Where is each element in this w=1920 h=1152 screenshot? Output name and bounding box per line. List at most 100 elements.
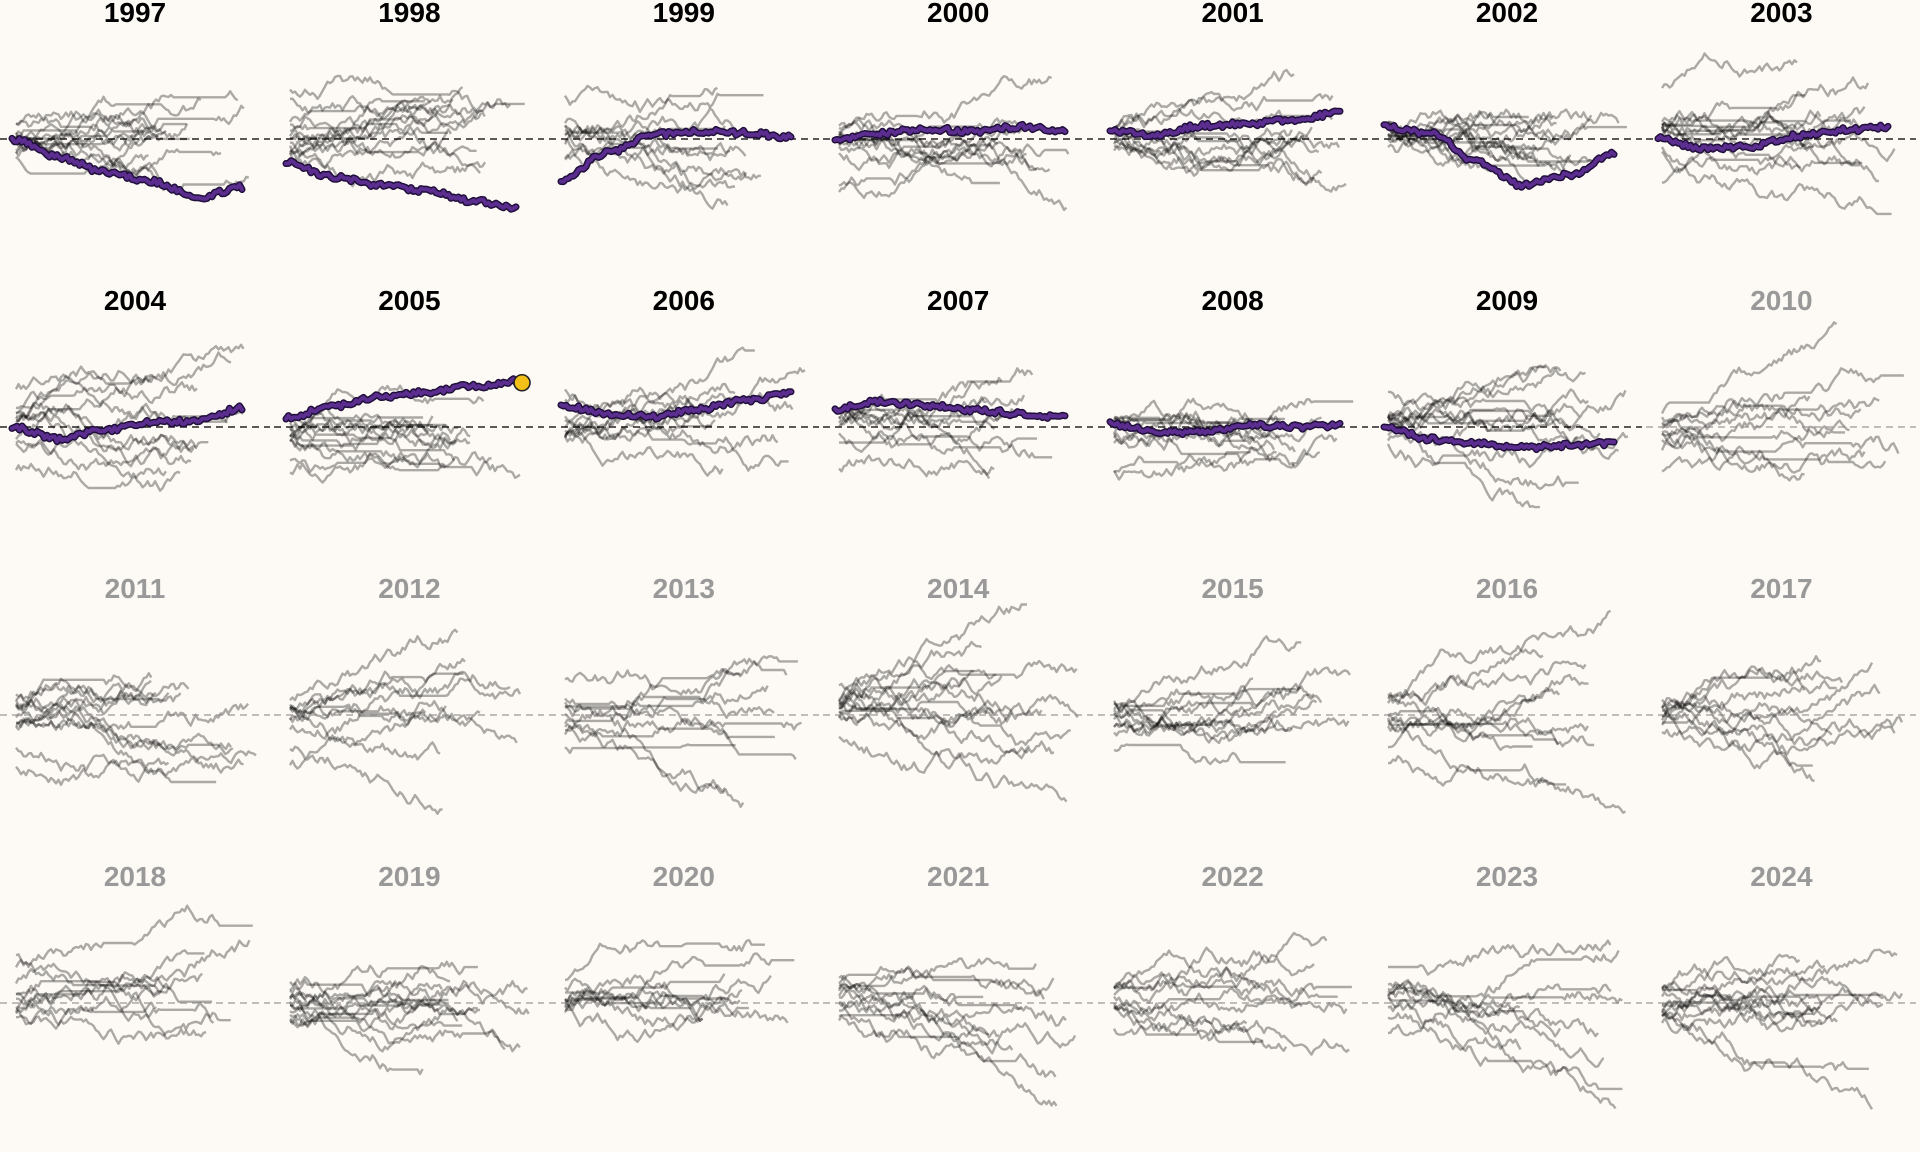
series-trace — [838, 705, 994, 728]
panel-title: 2022 — [1201, 861, 1264, 892]
series-trace — [563, 668, 742, 725]
series-trace — [838, 985, 1000, 1039]
panel-plot — [548, 84, 819, 210]
panel-plot — [548, 346, 819, 477]
series-trace — [838, 668, 997, 711]
series-trace — [1661, 321, 1838, 415]
series-trace — [15, 129, 154, 146]
series-trace — [1386, 124, 1566, 173]
year-panel: 2012 — [274, 574, 545, 844]
highlight-series — [10, 136, 244, 201]
panel-plot — [274, 628, 545, 815]
series-trace — [15, 709, 232, 751]
year-panel: 2023 — [1372, 862, 1642, 1132]
series-trace — [1386, 693, 1537, 728]
series-trace — [290, 125, 482, 174]
series-trace — [1112, 954, 1315, 989]
series-trace — [1387, 949, 1620, 998]
series-trace — [289, 976, 459, 1022]
series-trace — [1112, 706, 1252, 737]
series-trace — [839, 640, 983, 710]
series-trace — [1661, 948, 1899, 993]
series-trace — [289, 128, 453, 169]
series-trace — [289, 415, 434, 442]
series-trace — [289, 1006, 481, 1032]
series-trace — [289, 674, 512, 740]
year-panel: 1997 — [0, 0, 270, 268]
series-trace — [563, 414, 789, 472]
series-trace — [289, 703, 427, 724]
series-trace — [838, 967, 1055, 997]
panel-plot — [1372, 364, 1642, 509]
panel-title: 2007 — [927, 285, 990, 316]
series-trace — [838, 735, 1055, 774]
series-trace — [838, 409, 996, 431]
series-trace — [289, 993, 479, 1019]
panel-title: 2009 — [1475, 285, 1539, 316]
panel-title: 2014 — [927, 573, 990, 604]
series-trace — [563, 997, 749, 1032]
series-trace — [1387, 609, 1612, 707]
series-trace — [1388, 714, 1560, 746]
series-trace — [1661, 953, 1801, 992]
series-trace — [563, 696, 775, 719]
year-panel: 2006 — [548, 286, 819, 556]
series-trace — [1387, 109, 1557, 141]
series-trace — [1112, 90, 1334, 130]
highlight-series — [1107, 419, 1342, 437]
series-trace — [14, 677, 182, 711]
series-trace — [1113, 451, 1251, 474]
series-trace — [1112, 1014, 1264, 1044]
panel-title: 2017 — [1750, 573, 1813, 604]
series-trace — [1387, 122, 1539, 162]
panel-plot — [1372, 939, 1642, 1110]
year-panel: 2005 — [274, 286, 545, 556]
highlight-series — [284, 158, 519, 212]
series-trace — [1387, 982, 1605, 1068]
series-trace — [838, 681, 1013, 723]
series-trace — [1387, 389, 1627, 429]
series-trace — [1388, 939, 1612, 976]
year-panel: 2017 — [1646, 573, 1917, 844]
year-panel: 2014 — [823, 573, 1094, 844]
series-trace — [1112, 685, 1322, 711]
year-panel: 2018 — [0, 862, 270, 1132]
series-trace — [1112, 977, 1259, 991]
series-trace — [838, 432, 1053, 459]
series-trace — [563, 367, 806, 435]
series-trace — [1661, 117, 1861, 167]
series-trace — [838, 675, 1079, 720]
series-trace — [15, 672, 153, 701]
series-trace — [838, 127, 1023, 169]
series-trace — [564, 703, 797, 760]
panel-plot — [823, 957, 1094, 1107]
series-trace — [14, 351, 232, 423]
series-trace — [563, 415, 779, 455]
panel-plot — [1097, 635, 1368, 766]
series-trace — [15, 104, 245, 139]
series-trace — [1661, 698, 1814, 767]
series-trace — [563, 981, 741, 1014]
year-panel: 2022 — [1097, 861, 1368, 1132]
series-trace — [1112, 397, 1285, 424]
series-trace — [290, 979, 531, 1015]
series-trace — [15, 410, 195, 468]
series-trace — [15, 122, 189, 152]
series-trace — [1387, 644, 1544, 700]
series-trace — [1662, 683, 1881, 741]
series-trace — [15, 398, 244, 440]
series-trace — [839, 1001, 1057, 1078]
series-trace — [1387, 122, 1627, 156]
series-trace — [1661, 665, 1844, 718]
series-trace — [1661, 112, 1852, 131]
series-trace — [1387, 994, 1617, 1110]
series-trace — [1661, 1017, 1874, 1110]
panel-title: 2011 — [104, 573, 166, 604]
panel-title: 2018 — [103, 861, 167, 892]
panel-plot — [0, 904, 270, 1045]
series-trace — [1112, 699, 1317, 745]
series-trace — [838, 136, 1068, 212]
series-trace — [1112, 1005, 1247, 1037]
series-trace — [1388, 390, 1601, 439]
series-trace — [1662, 686, 1806, 714]
